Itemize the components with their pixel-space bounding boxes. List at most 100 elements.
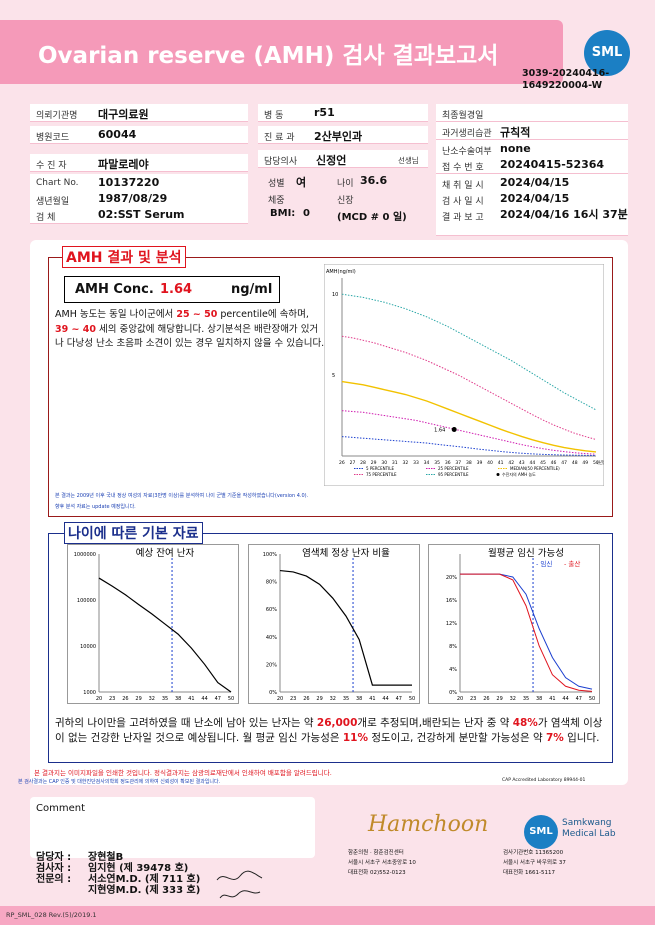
report-title: Ovarian reserve (AMH) 검사 결과보고서 — [38, 43, 499, 69]
amh-conc-value: 1.64 — [160, 282, 193, 297]
age-value: 36.6 — [360, 174, 388, 187]
test-label: 검 사 일 시 — [442, 197, 484, 207]
x-tick-label: 46 — [551, 460, 557, 466]
birth-value: 1987/08/29 — [98, 192, 168, 205]
cap-accreditation: CAP Accredited Laboratory 89944-01 — [502, 778, 586, 783]
y-axis-label: AMH(ng/ml) — [326, 269, 356, 275]
series-line — [341, 436, 597, 457]
collect-label: 채 취 일 시 — [442, 181, 484, 191]
chart-title: 예상 잔여 난자 — [136, 547, 195, 559]
y-tick-label: 10 — [332, 292, 338, 298]
x-tick-label: 20 — [457, 696, 463, 702]
y-tick-label: 100000 — [77, 598, 96, 604]
chart-title: 월평균 임신 가능성 — [488, 547, 564, 559]
x-tick-label: 29 — [371, 460, 377, 466]
patient-point — [451, 426, 457, 432]
sml-info: 검사기관번호 11365200 서울시 서초구 바우뫼로 37 대표전화 1661-… — [503, 850, 566, 876]
y-tick-label: 0% — [269, 690, 277, 696]
birth-label: 생년월일 — [36, 197, 70, 207]
legend-patient-label: 수진자의 AMH 농도 — [502, 471, 536, 477]
x-tick-label: 44 — [201, 696, 207, 702]
chart-panel-normal — [248, 544, 420, 704]
x-tick-label: 36 — [445, 460, 451, 466]
sml-footer-logo: SML — [524, 815, 558, 849]
x-tick-label: 44 — [530, 460, 536, 466]
recipient-label: 수 진 자 — [36, 161, 67, 171]
collect-value: 2024/04/15 — [500, 176, 570, 189]
x-tick-label: 47 — [396, 696, 402, 702]
y-tick-label: 100% — [263, 552, 278, 558]
sex-label: 성별 — [268, 179, 285, 189]
x-tick-label: 41 — [549, 696, 555, 702]
report-time-value: 2024/04/16 16시 37분 — [500, 208, 628, 221]
x-tick-label: 43 — [519, 460, 525, 466]
x-tick-label: 23 — [290, 696, 296, 702]
x-tick-label: 26 — [303, 696, 309, 702]
report-header: Ovarian reserve (AMH) 검사 결과보고서 — [0, 20, 563, 84]
hamchoon-logo: Hamchoon — [368, 812, 489, 837]
series-line — [341, 410, 597, 455]
y-tick-label: 0% — [449, 690, 457, 696]
x-tick-label: 50 — [228, 696, 234, 702]
receipt-value: 20240415-52364 — [500, 158, 605, 171]
basics-summary: 귀하의 나이만을 고려하였을 때 난소에 남아 있는 난자는 약 26,000개… — [55, 717, 603, 744]
series-line — [460, 573, 593, 690]
series-line — [341, 293, 597, 411]
report-time-label: 결 과 보 고 — [442, 213, 484, 223]
bmi-label: BMI: — [270, 208, 296, 219]
x-tick-label: 35 — [434, 460, 440, 466]
ovary-label: 난소수술여부 — [442, 147, 492, 157]
dept-value: 2산부인과 — [314, 130, 363, 143]
institution-label: 의뢰기관명 — [36, 111, 78, 121]
chart-label: Chart No. — [36, 178, 79, 188]
series-line — [98, 577, 232, 693]
report-number: 3039-20240416-1649220004-W — [522, 68, 610, 91]
chart-frame — [324, 264, 604, 486]
doctor-value: 신정언 — [316, 154, 347, 167]
x-tick-label: 50 — [409, 696, 415, 702]
last-menses-label: 최종월경일 — [442, 111, 484, 121]
ward-label: 병 동 — [264, 111, 284, 121]
y-tick-label: 12% — [446, 621, 457, 627]
bmi-value: 0 — [303, 208, 310, 219]
y-tick-label: 20% — [266, 662, 277, 668]
x-tick-label: 38 — [356, 696, 362, 702]
sex-value: 여 — [296, 176, 307, 189]
chart-value: 10137220 — [98, 176, 160, 189]
cap-notice: 본 검사결과는 CAP 인증 및 대한진단검사의학회 정도관리에 의하여 신뢰성… — [18, 779, 221, 785]
receipt-label: 접 수 번 호 — [442, 163, 484, 173]
hospital-code-value: 60044 — [98, 128, 137, 141]
doctor-suffix: 선생님 — [398, 156, 419, 165]
x-tick-label: 38 — [466, 460, 472, 466]
hamchoon-info: 함춘의원 · 함춘검진센터 서울시 서초구 서초중앙로 10 대표전화 02)552… — [348, 850, 416, 876]
x-tick-label: 30 — [381, 460, 387, 466]
footer-bar: RP_SML_028 Rev.(5)/2019.1 — [0, 906, 655, 925]
chart-panel-eggs — [67, 544, 239, 704]
y-tick-label: 10000 — [80, 644, 96, 650]
form-number: RP_SML_028 Rev.(5)/2019.1 — [6, 911, 97, 919]
patient-point-label: 1.64 — [434, 427, 445, 433]
x-tick-label: 31 — [392, 460, 398, 466]
y-tick-label: 8% — [449, 644, 457, 650]
x-tick-label: 27 — [350, 460, 356, 466]
x-tick-label: 42 — [508, 460, 514, 466]
amh-interpretation: AMH 농도는 동일 나이군에서 25 ~ 50 percentile에 속하며… — [55, 309, 325, 349]
y-tick-label: 4% — [449, 667, 457, 673]
amh-footnote-1: 본 결과는 2009년 이후 국내 정상 여성의 자료(3만명 이상)를 분석하… — [55, 493, 309, 499]
series-line — [460, 573, 593, 692]
x-tick-label: 48 — [572, 460, 578, 466]
x-tick-label: 40 — [487, 460, 493, 466]
x-tick-label: 29 — [316, 696, 322, 702]
x-tick-label: 41 — [498, 460, 504, 466]
chart-panel-pregnancy — [428, 544, 600, 704]
series-line — [341, 335, 597, 440]
x-tick-label: 34 — [424, 460, 430, 466]
x-tick-label: 29 — [135, 696, 141, 702]
legend-entry: 95 PERCENTILE — [438, 472, 469, 477]
y-tick-label: 5 — [332, 373, 335, 379]
x-tick-label: 41 — [369, 696, 375, 702]
ovary-value: none — [500, 142, 531, 155]
signature-image — [216, 870, 263, 899]
amh-percentile-chart: AMH(ng/ml) 5 10 26 27 28 29 30 31 32 33 34 35 36 37 38 3… — [324, 264, 604, 486]
age-label: 나이 — [337, 179, 354, 189]
